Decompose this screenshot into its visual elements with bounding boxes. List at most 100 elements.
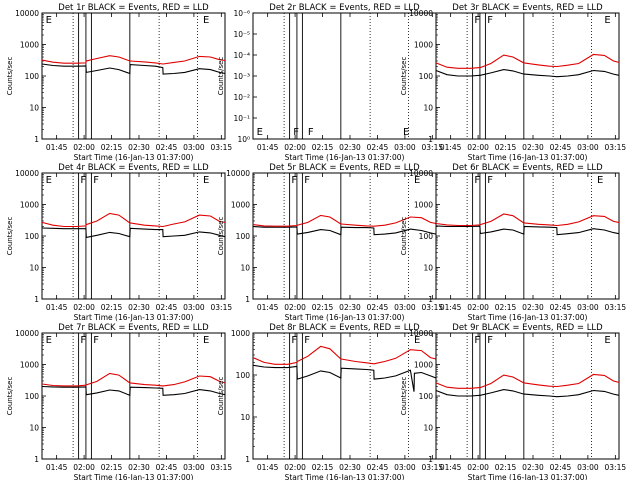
x-tick-label: 03:15 — [211, 143, 233, 152]
y-tick-label: 1000 — [414, 41, 433, 50]
y-tick-label: 1 — [34, 455, 39, 464]
x-tick-label: 02:15 — [495, 463, 517, 472]
x-tick-label: 01:45 — [257, 463, 279, 472]
x-tick-label: 02:30 — [128, 143, 150, 152]
y-tick-label: 10⁻³ — [233, 72, 250, 81]
x-tick-label: 02:15 — [495, 143, 517, 152]
state-marker-e: E — [414, 335, 420, 346]
x-tick-label: 02:00 — [467, 143, 489, 152]
x-tick-label: 03:00 — [183, 463, 205, 472]
x-tick-label: 01:45 — [440, 143, 462, 152]
y-tick-label: 10 — [423, 264, 433, 273]
x-tick-label: 02:30 — [339, 463, 361, 472]
x-tick-label: 02:30 — [339, 143, 361, 152]
x-tick-label: 02:30 — [522, 303, 544, 312]
series-lld-line — [252, 345, 437, 365]
x-tick-label: 03:15 — [422, 143, 444, 152]
y-axis-label: Counts/sec — [6, 377, 14, 416]
x-axis-label: Start Time (16-Jan-13 01:37:00) — [468, 313, 588, 322]
x-tick-label: 02:00 — [284, 143, 306, 152]
y-tick-label: 10 — [240, 264, 250, 273]
state-marker-e: E — [414, 175, 420, 186]
y-axis-label: Counts/sec — [400, 377, 408, 416]
x-tick-label: 03:15 — [422, 463, 444, 472]
chart-panel-8: Det 8r BLACK = Events, RED = LLD 01:45 02:… — [217, 323, 444, 482]
chart-panel-6: Det 6r BLACK = Events, RED = LLD 01:45 02:… — [400, 163, 626, 322]
x-tick-label: 02:45 — [550, 463, 572, 472]
y-axis-label: Counts/sec — [400, 57, 408, 96]
y-tick-label: 10000 — [15, 329, 39, 338]
series-lld-line — [41, 55, 226, 65]
chart-title: Det 7r BLACK = Events, RED = LLD — [58, 323, 209, 333]
y-tick-label: 1000 — [231, 201, 250, 210]
y-tick-label: 10⁻¹ — [233, 114, 250, 123]
x-tick-label: 02:45 — [156, 303, 178, 312]
series-lld-line — [435, 53, 620, 69]
y-tick-label: 10000 — [409, 329, 433, 338]
chart-title: Det 3r BLACK = Events, RED = LLD — [452, 3, 603, 13]
state-marker-f: F — [487, 175, 493, 186]
state-marker-e: E — [46, 15, 52, 26]
x-tick-label: 02:30 — [339, 303, 361, 312]
x-tick-label: 02:45 — [367, 303, 389, 312]
y-tick-label: 1 — [428, 135, 433, 144]
y-tick-label: 1000 — [20, 41, 39, 50]
state-marker-f: F — [80, 175, 86, 186]
state-marker-f: F — [474, 335, 480, 346]
y-tick-label: 10 — [423, 424, 433, 433]
chart-title: Det 2r BLACK = Events, RED = LLD — [269, 3, 420, 13]
x-axis-label: Start Time (16-Jan-13 01:37:00) — [285, 473, 405, 480]
y-tick-label: 1 — [34, 135, 39, 144]
chart-panel-5: Det 5r BLACK = Events, RED = LLD 01:45 02:… — [217, 163, 443, 322]
x-tick-label: 03:00 — [577, 463, 599, 472]
chart-panel-2: Det 2r BLACK = Events, RED = LLD 01:45 02:… — [217, 3, 443, 162]
x-tick-label: 01:45 — [46, 143, 68, 152]
state-marker-e: E — [403, 127, 409, 138]
series-lld-line — [41, 372, 226, 387]
y-tick-label: 1 — [428, 455, 433, 464]
y-tick-label: 10000 — [409, 169, 433, 178]
x-tick-label: 02:00 — [73, 463, 95, 472]
state-marker-e: E — [597, 175, 603, 186]
x-tick-label: 03:15 — [422, 303, 444, 312]
x-tick-label: 02:00 — [284, 463, 306, 472]
x-tick-label: 03:15 — [211, 463, 233, 472]
chart-title: Det 5r BLACK = Events, RED = LLD — [269, 163, 420, 173]
y-axis-label: Counts/sec — [217, 377, 225, 416]
series-events-line — [252, 225, 437, 236]
x-axis-label: Start Time (16-Jan-13 01:37:00) — [74, 473, 194, 480]
x-tick-label: 01:45 — [257, 303, 279, 312]
x-tick-label: 03:15 — [211, 303, 233, 312]
state-marker-f: F — [291, 335, 297, 346]
state-marker-f: F — [291, 175, 297, 186]
x-tick-label: 03:00 — [394, 303, 416, 312]
state-marker-f: F — [308, 127, 314, 138]
series-events-line — [435, 69, 620, 78]
series-events-line — [41, 385, 226, 397]
state-marker-f: F — [93, 175, 99, 186]
x-tick-label: 03:15 — [605, 303, 627, 312]
state-marker-e: E — [203, 15, 209, 26]
y-tick-label: 10⁻⁵ — [233, 30, 250, 39]
y-tick-label: 1 — [34, 295, 39, 304]
x-tick-label: 01:45 — [257, 143, 279, 152]
x-tick-label: 02:00 — [284, 303, 306, 312]
x-tick-label: 02:45 — [156, 463, 178, 472]
chart-title: Det 6r BLACK = Events, RED = LLD — [452, 163, 603, 173]
y-tick-label: 1000 — [20, 201, 39, 210]
series-events-line — [435, 389, 620, 398]
x-axis-label: Start Time (16-Jan-13 01:37:00) — [285, 153, 405, 162]
series-events-line — [252, 364, 437, 392]
state-marker-f: F — [293, 127, 299, 138]
chart-title: Det 8r BLACK = Events, RED = LLD — [269, 323, 420, 333]
series-lld-line — [435, 373, 620, 389]
y-tick-label: 100 — [236, 232, 251, 241]
x-tick-label: 03:00 — [183, 303, 205, 312]
x-tick-label: 01:45 — [440, 463, 462, 472]
y-tick-label: 1000 — [231, 329, 250, 338]
x-tick-label: 02:15 — [312, 463, 334, 472]
y-tick-label: 100 — [25, 392, 40, 401]
x-tick-label: 02:15 — [312, 143, 334, 152]
x-tick-label: 03:00 — [577, 303, 599, 312]
